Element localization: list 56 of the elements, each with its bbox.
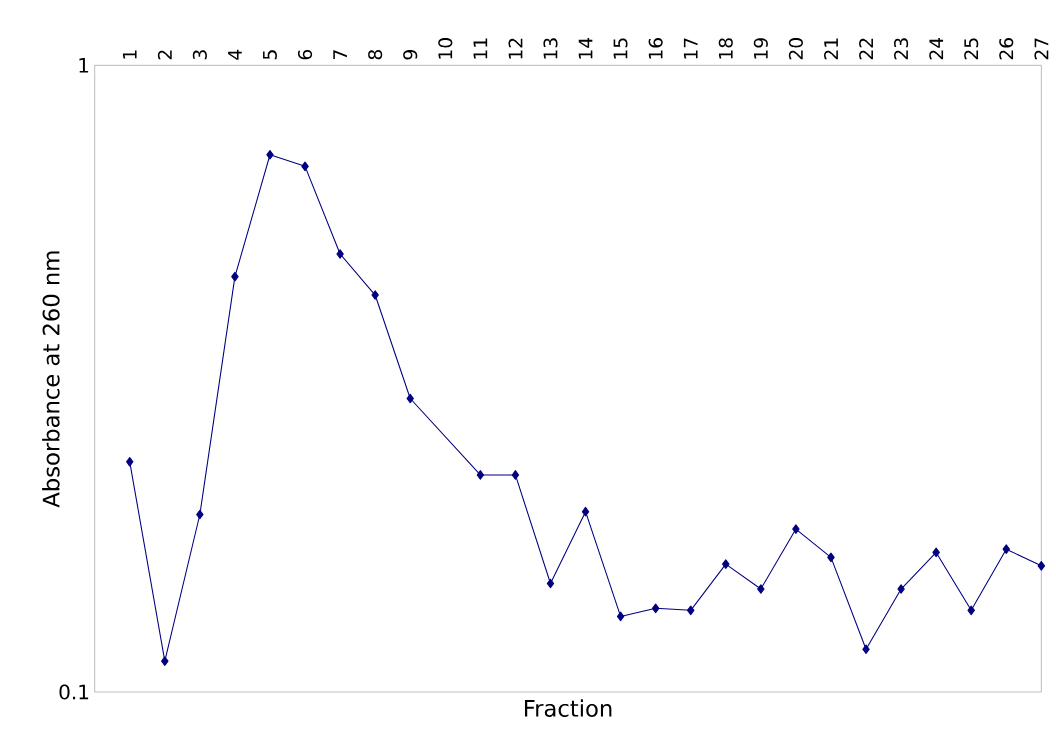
point [301, 161, 309, 172]
point [231, 271, 239, 282]
x-tick-label: 22 [859, 38, 873, 60]
point [616, 611, 625, 622]
point [266, 149, 274, 160]
point [406, 393, 414, 404]
x-tick-label: 7 [333, 50, 347, 60]
x-tick-label: 5 [263, 50, 277, 60]
point [1002, 544, 1011, 554]
point [196, 509, 204, 520]
x-tick-label: 13 [543, 38, 558, 59]
point [476, 470, 485, 480]
point [792, 524, 800, 534]
x-tick-label: 15 [613, 38, 628, 59]
y-tick-label: 0.1 [59, 684, 89, 700]
x-tick-label: 2 [157, 50, 172, 60]
point [651, 603, 660, 614]
point [722, 559, 730, 569]
point [1037, 561, 1046, 571]
point [967, 605, 975, 616]
point [757, 584, 765, 594]
x-tick-label: 14 [578, 37, 593, 59]
point [336, 249, 344, 259]
x-tick-label: 6 [297, 49, 313, 60]
x-tick-label: 12 [508, 38, 523, 59]
x-tick-label: 1 [122, 50, 137, 59]
x-tick-label: 24 [929, 37, 944, 60]
x-tick-label: 17 [683, 38, 698, 59]
x-tick-label: 10 [438, 38, 453, 59]
x-tick-label: 26 [999, 38, 1014, 60]
x-tick-label: 21 [824, 38, 838, 60]
x-tick-label: 18 [718, 38, 733, 59]
x-tick-label: 11 [473, 38, 488, 59]
point [371, 290, 379, 300]
x-tick-label: 19 [753, 38, 768, 59]
x-tick-label: 23 [894, 38, 909, 60]
x-tick-label: 3 [192, 50, 207, 60]
point [862, 644, 870, 655]
point [126, 456, 134, 467]
x-tick-label: 20 [788, 38, 803, 60]
x-tick-label: 16 [648, 38, 663, 59]
x-tick-label: 4 [228, 49, 242, 60]
point [686, 605, 695, 616]
x-tick-label: 9 [403, 50, 418, 60]
point [932, 547, 940, 558]
point [827, 552, 835, 563]
point [511, 470, 520, 480]
point [897, 584, 905, 594]
point [581, 506, 590, 517]
x-tick-label: 8 [368, 50, 383, 60]
x-axis-title: Fraction [524, 699, 612, 717]
x-tick-label: 25 [964, 38, 979, 60]
y-axis-title: Absorbance at 260 nm [42, 251, 60, 508]
point [546, 578, 555, 589]
point [161, 656, 169, 666]
x-tick-label: 27 [1034, 38, 1049, 60]
